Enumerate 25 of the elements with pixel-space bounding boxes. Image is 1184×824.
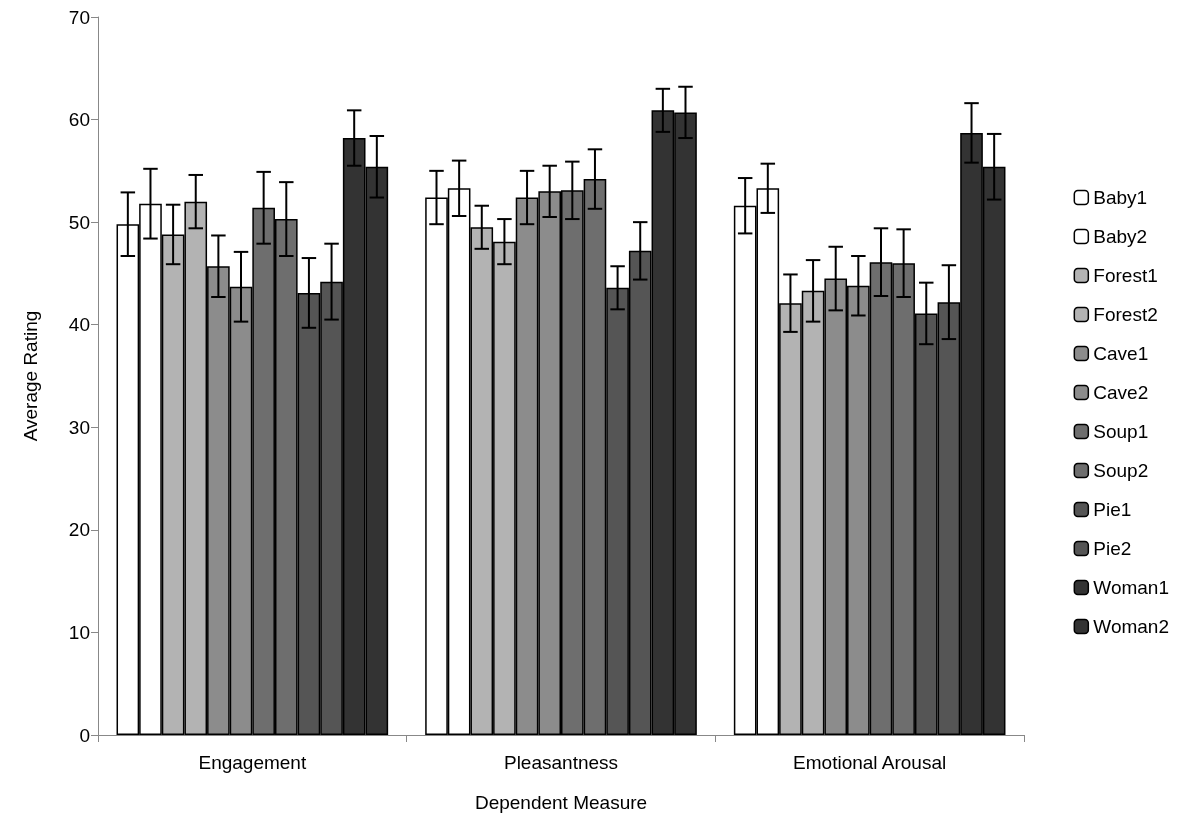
y-tick-label: 0 <box>79 724 90 746</box>
y-tick-label: 10 <box>68 621 90 643</box>
legend-label: Forest1 <box>1093 265 1158 286</box>
legend-label: Woman1 <box>1093 577 1169 598</box>
legend-label: Woman2 <box>1093 616 1169 637</box>
y-tick-label: 70 <box>68 6 90 28</box>
y-tick-label: 50 <box>68 211 90 233</box>
x-tick-label: Emotional Arousal <box>793 752 947 773</box>
legend-label: Soup2 <box>1093 460 1149 481</box>
y-tick-label: 30 <box>68 416 90 438</box>
legend-label: Baby1 <box>1093 187 1148 208</box>
legend-label: Forest2 <box>1093 304 1158 325</box>
legend-label: Pie1 <box>1093 499 1132 520</box>
x-axis-title: Dependent Measure <box>474 792 648 813</box>
x-tick-label: Pleasantness <box>503 752 619 773</box>
legend-label: Pie2 <box>1093 538 1132 559</box>
y-tick-label: 60 <box>68 109 90 131</box>
legend-label: Cave1 <box>1093 343 1149 364</box>
y-axis-title: Average Rating <box>20 310 41 442</box>
x-tick-label: Engagement <box>198 752 307 773</box>
y-tick-label: 40 <box>68 314 90 336</box>
legend-label: Soup1 <box>1093 421 1149 442</box>
legend-label: Baby2 <box>1093 226 1148 247</box>
y-tick-label: 20 <box>68 519 90 541</box>
legend-label: Cave2 <box>1093 382 1149 403</box>
